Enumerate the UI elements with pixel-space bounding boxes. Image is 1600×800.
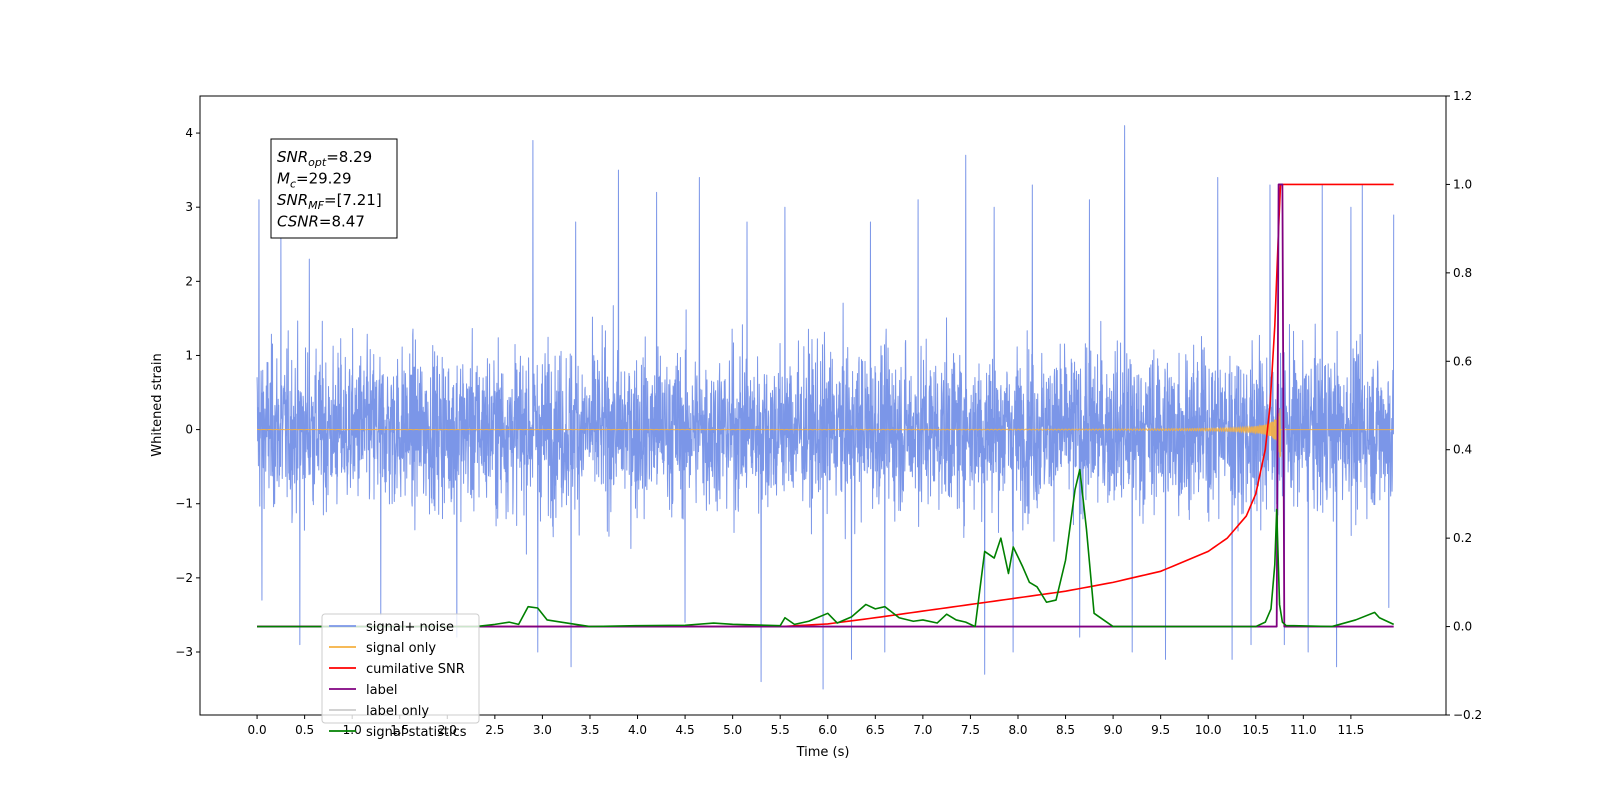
y-axis-label: Whitened strain (150, 353, 165, 456)
x-tick-label: 4.0 (628, 723, 647, 737)
x-tick-label: 11.5 (1338, 723, 1365, 737)
x-tick-label: 0.0 (248, 723, 267, 737)
x-tick-label: 0.5 (295, 723, 314, 737)
x-tick-label: 5.0 (723, 723, 742, 737)
y-axis-right: −0.2 0.0 0.2 0.4 0.6 0.8 1.0 1.2 (1446, 89, 1482, 722)
x-tick-label: 1.5 (390, 723, 409, 737)
y2-tick-label: 0.8 (1453, 266, 1472, 280)
x-tick-label: 2.0 (438, 723, 457, 737)
legend-label: cumilative SNR (366, 662, 465, 677)
x-tick-label: 7.5 (961, 723, 980, 737)
y-tick-label: −1 (175, 497, 193, 511)
x-tick-label: 6.5 (866, 723, 885, 737)
y2-tick-label: −0.2 (1453, 708, 1482, 722)
legend: signal+ noise signal only cumilative SNR la… (321, 613, 480, 740)
x-tick-label: 10.5 (1242, 723, 1269, 737)
legend-label: label only (366, 704, 429, 719)
legend-label: signal only (366, 641, 436, 656)
x-tick-label: 9.5 (1151, 723, 1170, 737)
annotation-line: SNRMF=[7.21] (277, 191, 382, 212)
x-axis-label: Time (s) (796, 745, 850, 760)
x-axis: 0.0 0.5 1.0 1.5 2.0 2.5 3.0 3.5 4.0 4.5 5.0 5.5 6.0 6… (248, 715, 1365, 737)
y-tick-label: −3 (175, 645, 193, 659)
x-tick-label: 8.5 (1056, 723, 1075, 737)
y2-tick-label: 1.2 (1453, 89, 1472, 103)
y-tick-label: 0 (185, 423, 193, 437)
y-tick-label: 4 (185, 126, 193, 140)
annotation-line: SNRopt=8.29 (277, 148, 372, 169)
x-tick-label: 9.0 (1104, 723, 1123, 737)
series-signal-only-line (257, 408, 1394, 458)
x-tick-label: 4.5 (676, 723, 695, 737)
y-tick-label: 1 (185, 348, 193, 362)
y-axis-left: −3 −2 −1 0 1 2 3 4 (175, 126, 200, 659)
annotation-line: Mc=29.29 (277, 170, 352, 191)
x-tick-label: 8.0 (1008, 723, 1027, 737)
series-signal-noise-line (256, 125, 1395, 690)
y-tick-label: −2 (175, 571, 193, 585)
x-tick-label: 6.0 (818, 723, 837, 737)
y2-tick-label: 0.6 (1453, 354, 1472, 368)
x-tick-label: 2.5 (485, 723, 504, 737)
x-tick-label: 11.0 (1290, 723, 1317, 737)
legend-label: label (366, 683, 397, 698)
y-tick-label: 3 (185, 200, 193, 214)
plot-area (256, 125, 1395, 690)
y2-tick-label: 0.2 (1453, 531, 1472, 545)
x-tick-label: 10.0 (1195, 723, 1222, 737)
x-tick-label: 1.0 (343, 723, 362, 737)
x-tick-label: 3.0 (533, 723, 552, 737)
plot-frame (199, 95, 1447, 716)
y2-tick-label: 1.0 (1453, 177, 1472, 191)
legend-label: signal+ noise (366, 620, 454, 635)
y-tick-label: 2 (185, 274, 193, 288)
x-tick-label: 7.0 (913, 723, 932, 737)
x-tick-label: 5.5 (771, 723, 790, 737)
series-cumulative-snr-line (257, 183, 1394, 628)
x-tick-label: 3.5 (580, 723, 599, 737)
legend-label: signal statistics (366, 725, 467, 740)
series-signal-statistics-line (257, 468, 1395, 628)
y2-tick-label: 0.4 (1453, 443, 1472, 457)
y2-tick-label: 0.0 (1453, 620, 1472, 634)
annotation-line: CSNR=8.47 (277, 213, 365, 231)
